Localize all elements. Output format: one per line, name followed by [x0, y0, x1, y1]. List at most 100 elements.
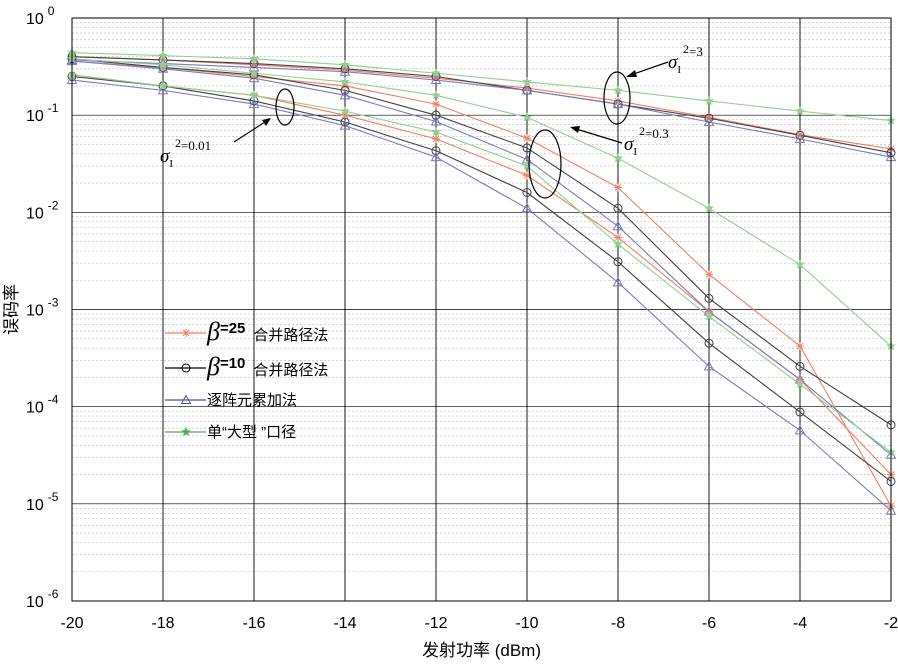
y-tick-label: 10 -1: [26, 101, 59, 125]
sigma-subscript: I: [169, 158, 173, 170]
data-point-star: [614, 233, 622, 242]
triangle-marker-icon: [180, 394, 192, 404]
sigma-symbol: σ: [160, 146, 170, 167]
x-tick-label: -2: [884, 615, 898, 632]
series-line-single-sigma-0.01: [71, 74, 892, 453]
annotation-label-sigma-3: σI2=3: [668, 42, 703, 76]
grid: [71, 17, 892, 602]
legend-entry-beta10: β=10 合并路径法: [165, 352, 328, 381]
data-point-star5: [340, 105, 350, 116]
data-point-triangle: [430, 116, 442, 126]
x-tick-label: -16: [242, 615, 265, 632]
annotations: σI2=3 σI2=0.3 σI2=0.01: [160, 42, 703, 199]
sigma-value: =0.01: [181, 138, 211, 153]
x-tick-label: -12: [424, 615, 447, 632]
data-point-star: [614, 96, 622, 105]
data-point-triangle: [521, 202, 533, 213]
sigma-value: =0.3: [645, 126, 669, 141]
sigma-superscript: 2: [683, 42, 689, 56]
legend-marker-star: [182, 329, 190, 337]
arrow-head-icon: [626, 70, 637, 77]
data-point-triangle: [339, 120, 351, 130]
legend-label-beta10: β=10 合并路径法: [206, 352, 328, 381]
star-marker-icon: [182, 329, 190, 337]
annotation-label-sigma-0-3: σI2=0.3: [624, 124, 669, 158]
x-tick-label: -10: [515, 615, 538, 632]
beta-symbol: β: [206, 352, 220, 381]
sigma-subscript: I: [677, 64, 681, 76]
data-point-circle: [613, 257, 623, 267]
data-point-star: [705, 270, 713, 279]
method-name: 合并路径法: [253, 327, 328, 344]
data-point-star5: [340, 59, 350, 69]
series-line-beta10-sigma-0.3: [71, 58, 892, 426]
data-point-star5: [704, 203, 714, 213]
data-point-star: [523, 134, 531, 143]
series-line-element-sigma-3: [71, 59, 892, 158]
y-tick-label: 10 -4: [26, 393, 59, 417]
y-tick-label: 10 -5: [26, 490, 59, 514]
data-point-circle: [704, 338, 714, 348]
y-tick-label: 10 -2: [26, 198, 59, 222]
x-tick-label: -20: [60, 615, 83, 632]
data-point-triangle: [339, 66, 351, 76]
data-point-star5: [795, 379, 805, 389]
arrow-head-icon: [262, 118, 271, 126]
legend-marker-circle: [181, 363, 191, 373]
data-point-star5: [249, 90, 259, 100]
data-point-circle: [704, 293, 714, 303]
series-line-beta25-sigma-0.3: [71, 74, 892, 475]
data-point-star: [432, 134, 440, 143]
annotation-ellipse-sigma-0-01: [275, 88, 295, 126]
data-point-star5: [431, 126, 441, 137]
legend-marker-triangle: [180, 394, 192, 404]
data-point-triangle: [521, 84, 533, 95]
series-line-beta10-sigma-0.01: [71, 75, 892, 482]
data-point-star5: [613, 85, 623, 95]
data-point-star: [341, 66, 349, 75]
y-tick-label: 10 -3: [26, 296, 59, 320]
data-point-star: [614, 183, 622, 192]
series-line-beta25-sigma-0.01: [71, 60, 892, 507]
data-point-circle: [795, 361, 805, 371]
data-point-star: [796, 342, 804, 351]
x-tick-label: -18: [151, 615, 174, 632]
annotation-arrow-sigma-0-3: [572, 127, 623, 144]
series-lines: [71, 52, 892, 512]
data-point-star5: [795, 105, 805, 116]
series-markers: [66, 47, 897, 515]
data-point-star: [250, 60, 258, 69]
legend-entry-element: 逐阵元累加法: [165, 392, 297, 409]
sigma-symbol: σ: [668, 52, 678, 73]
data-point-circle: [431, 110, 441, 120]
plot-frame: [71, 17, 892, 602]
data-point-triangle: [612, 220, 624, 231]
data-point-circle: [704, 113, 714, 123]
sigma-subscript: I: [633, 146, 637, 158]
data-point-star5: [522, 112, 532, 122]
annotation-arrow-sigma-0-01: [233, 119, 269, 143]
data-point-circle: [795, 407, 805, 417]
series-line-element-sigma-0.3: [71, 60, 892, 456]
data-point-star: [250, 72, 258, 81]
data-point-star5: [704, 311, 714, 321]
data-point-triangle: [703, 116, 715, 127]
data-point-triangle: [339, 89, 351, 100]
data-point-star5: [249, 68, 259, 78]
x-ticks: -20 -18 -16 -14 -12 -10 -8 -6 -4 -2: [60, 615, 898, 632]
data-point-star5: [340, 76, 350, 87]
data-point-triangle: [612, 276, 624, 287]
circle-marker-icon: [181, 363, 191, 373]
series-line-single-sigma-3: [71, 52, 892, 122]
data-point-star5: [431, 68, 441, 78]
x-axis-label: 发射功率 (dBm): [422, 641, 541, 660]
arrow-head-icon: [570, 126, 580, 133]
data-point-star: [432, 74, 440, 83]
data-point-star: [523, 84, 531, 93]
legend-entry-single: 单“大型 ”口径: [165, 424, 296, 441]
data-point-star5: [431, 90, 441, 100]
data-point-triangle: [703, 360, 715, 371]
data-point-star5: [795, 259, 805, 269]
data-point-circle: [340, 85, 350, 95]
x-tick-label: -14: [333, 615, 356, 632]
